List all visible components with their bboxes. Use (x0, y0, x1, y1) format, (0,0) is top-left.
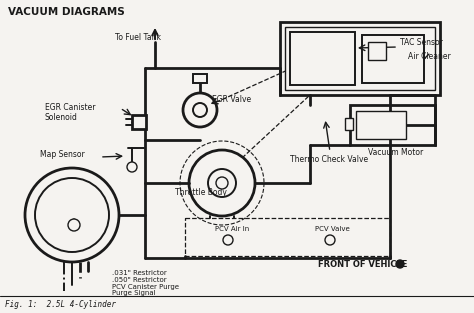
Text: .031" Restrictor: .031" Restrictor (112, 270, 167, 276)
Text: Fig. 1:  2.5L 4-Cylinder: Fig. 1: 2.5L 4-Cylinder (5, 300, 116, 309)
Bar (193, 74, 207, 83)
Text: Purge Signal: Purge Signal (112, 290, 155, 296)
Text: FRONT OF VEHICLE: FRONT OF VEHICLE (318, 260, 407, 269)
Text: PCV Valve: PCV Valve (315, 226, 350, 232)
Circle shape (216, 177, 228, 189)
Circle shape (68, 219, 80, 231)
Circle shape (396, 260, 404, 268)
Text: EGR Valve: EGR Valve (212, 95, 251, 104)
Text: EGR Canister
Solenoid: EGR Canister Solenoid (45, 103, 95, 122)
Circle shape (127, 162, 137, 172)
Bar (280, 22, 440, 95)
Bar (350, 105, 435, 145)
Bar (285, 27, 435, 90)
Text: VACUUM DIAGRAMS: VACUUM DIAGRAMS (8, 7, 125, 17)
Bar (356, 111, 406, 139)
Circle shape (223, 235, 233, 245)
Text: .050" Restrictor: .050" Restrictor (112, 277, 167, 283)
Text: Throttle Body: Throttle Body (175, 188, 227, 197)
Circle shape (325, 235, 335, 245)
Text: Thermo Check Valve: Thermo Check Valve (290, 155, 368, 164)
Circle shape (35, 178, 109, 252)
Text: Air Cleaner: Air Cleaner (408, 52, 451, 61)
Circle shape (189, 150, 255, 216)
Bar (362, 35, 424, 83)
Text: To Fuel Tank: To Fuel Tank (115, 33, 161, 42)
Bar (345, 118, 353, 130)
Text: PCV Canister Purge: PCV Canister Purge (112, 284, 179, 290)
Text: PCV Air In: PCV Air In (215, 226, 249, 232)
Text: Vacuum Motor: Vacuum Motor (368, 148, 423, 157)
Circle shape (25, 168, 119, 262)
Circle shape (193, 103, 207, 117)
Bar (368, 42, 386, 60)
Circle shape (208, 169, 236, 197)
Circle shape (183, 93, 217, 127)
Bar (185, 218, 390, 256)
Text: Map Sensor: Map Sensor (40, 150, 85, 159)
Text: TAC Sensor: TAC Sensor (400, 38, 443, 47)
Bar (132, 115, 146, 129)
Bar (290, 32, 355, 85)
